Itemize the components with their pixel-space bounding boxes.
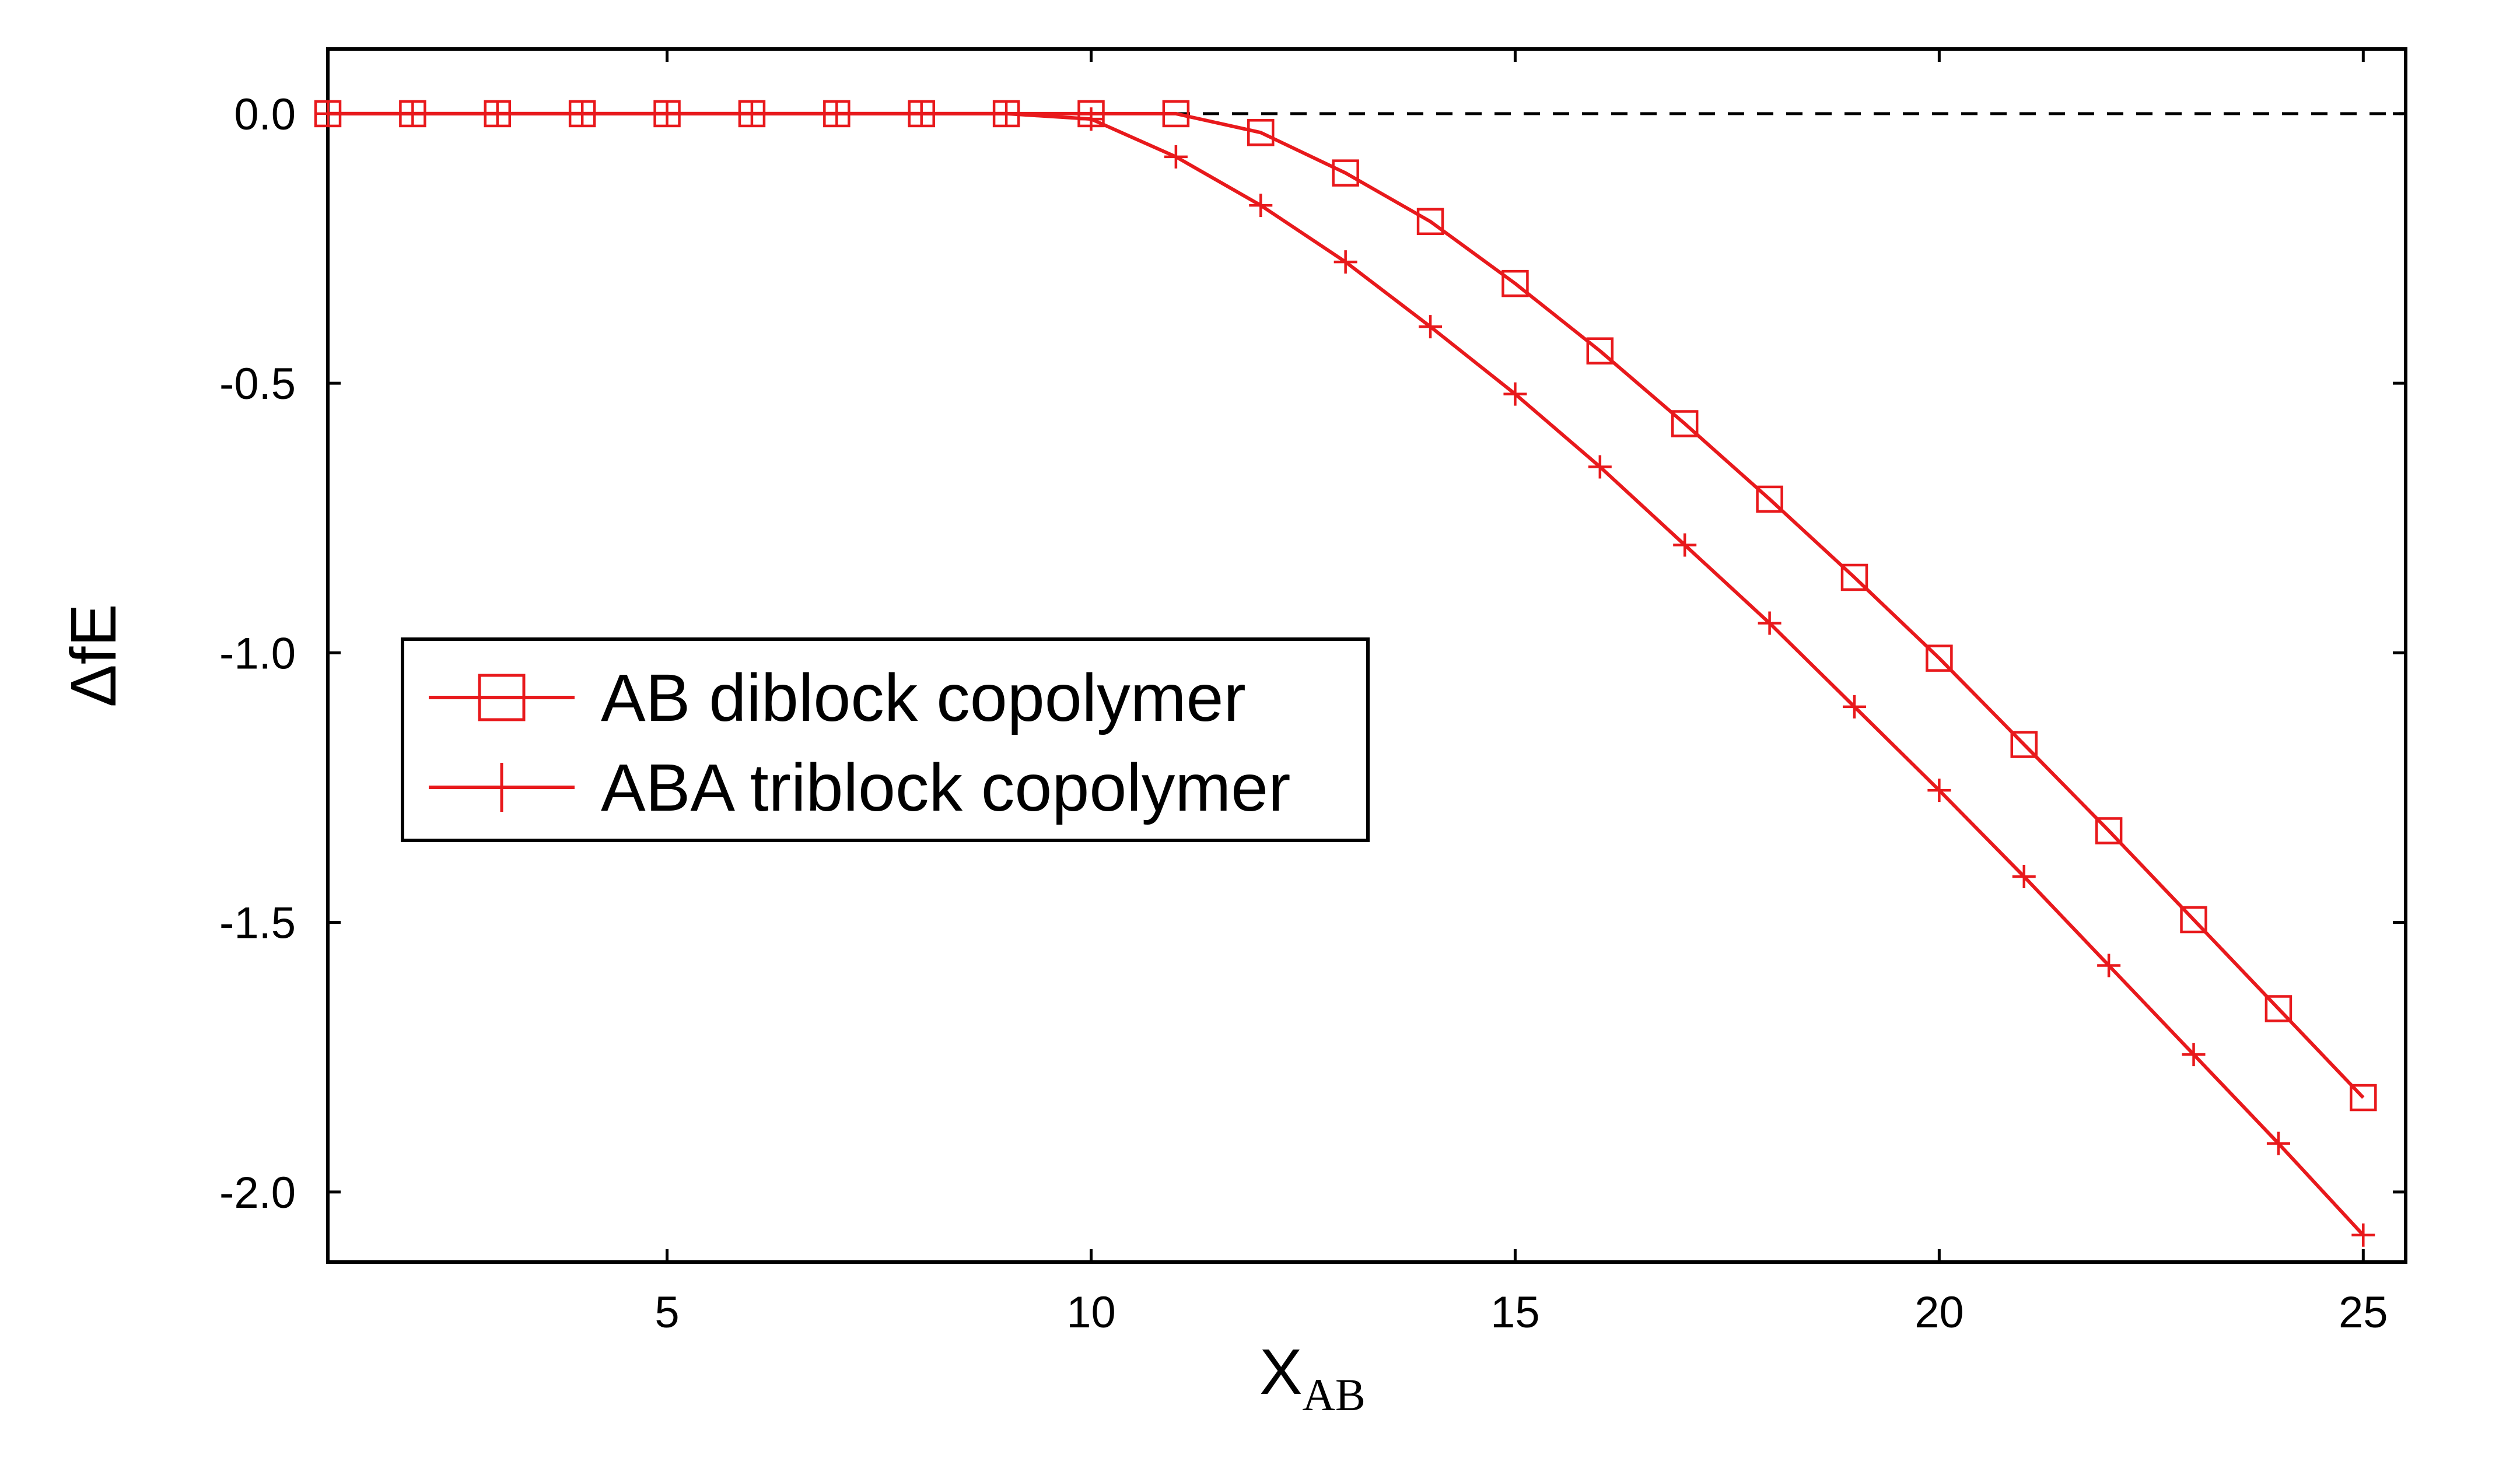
data-point-plus	[1927, 779, 1951, 802]
plot-frame	[326, 47, 2407, 1264]
data-point-square	[2010, 731, 2038, 758]
data-point-plus	[570, 101, 594, 125]
data-point-square	[1332, 159, 1359, 187]
data-point-square	[1756, 485, 1783, 513]
legend-label-diblock: AB diblock copolymer	[601, 661, 1246, 735]
data-point-square	[1671, 410, 1699, 437]
data-point-plus	[825, 101, 849, 125]
data-point-plus	[995, 101, 1019, 125]
data-point-plus	[1758, 611, 1782, 635]
data-point-square	[1840, 563, 1868, 591]
data-point-square	[1162, 100, 1190, 128]
data-point-square	[1926, 644, 1953, 672]
series-2	[316, 101, 2375, 1247]
y-tick-label: -2.0	[219, 1168, 296, 1218]
x-tick-label: 15	[1490, 1288, 1540, 1337]
data-point-plus	[2097, 954, 2121, 977]
data-point-square	[2180, 906, 2207, 934]
data-point-plus	[2266, 1131, 2290, 1155]
data-point-plus	[1419, 315, 1443, 339]
data-point-plus	[909, 101, 933, 125]
x-tick-label: 25	[2339, 1288, 2388, 1337]
data-point-square	[1502, 269, 1529, 297]
data-point-square	[1586, 337, 1614, 365]
data-point-plus	[485, 101, 509, 125]
data-point-plus	[1079, 107, 1103, 131]
data-point-plus	[655, 101, 679, 125]
y-tick-label: -0.5	[219, 359, 296, 409]
legend-marker-square	[478, 674, 526, 721]
axis-ticks: 5 10 15 20 25 0.0 -0.5 -1.0 -1.5 -2.0	[219, 49, 2406, 1337]
y-tick-label: -1.0	[219, 629, 296, 678]
data-point-square	[2350, 1084, 2377, 1112]
data-point-plus	[2182, 1043, 2206, 1067]
x-axis-title: XAB	[1259, 1336, 1366, 1420]
legend-box	[401, 637, 1370, 842]
y-axis-title: ΔfE	[58, 604, 130, 707]
y-tick-label: 0.0	[234, 90, 296, 139]
data-point-square	[2264, 995, 2292, 1022]
data-point-plus	[1164, 145, 1188, 169]
data-point-plus	[2351, 1223, 2375, 1247]
data-point-plus	[1503, 382, 1527, 406]
legend-label-triblock: ABA triblock copolymer	[601, 751, 1290, 825]
data-point-plus	[401, 101, 425, 125]
data-point-plus	[2012, 865, 2036, 889]
legend: AB diblock copolymer ABA triblock copoly…	[401, 637, 1370, 842]
x-tick-label: 20	[1915, 1288, 1964, 1337]
series-layer	[314, 100, 2377, 1247]
data-point-square	[1247, 119, 1275, 146]
data-point-plus	[1842, 695, 1866, 719]
data-point-plus	[1673, 533, 1697, 557]
x-tick-label: 10	[1066, 1288, 1116, 1337]
data-point-plus	[1588, 455, 1612, 479]
y-tick-label: -1.5	[219, 899, 296, 948]
data-point-plus	[740, 101, 764, 125]
data-point-plus	[1249, 194, 1273, 218]
data-point-square	[2095, 817, 2123, 844]
data-point-plus	[316, 101, 340, 125]
x-tick-label: 5	[654, 1288, 679, 1337]
data-point-square	[1416, 208, 1444, 236]
data-point-plus	[1334, 250, 1357, 274]
